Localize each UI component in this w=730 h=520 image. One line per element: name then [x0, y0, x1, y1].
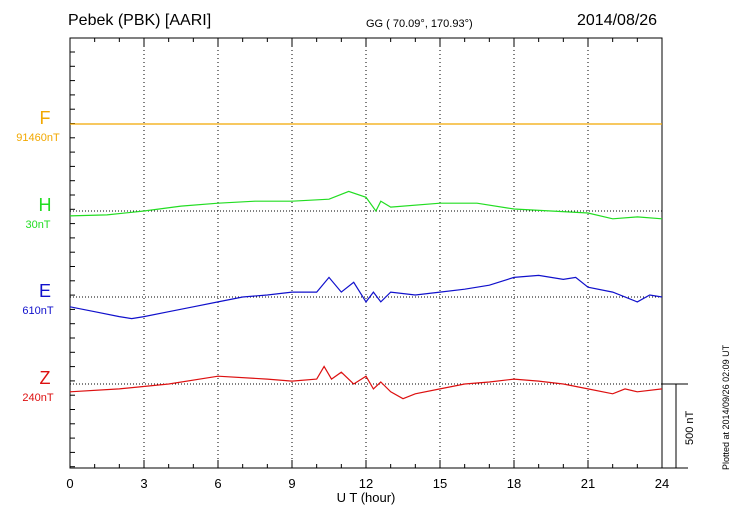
x-axis-label: U T (hour) [337, 490, 396, 505]
plotted-timestamp: Plotted at 2014/09/26 02:09 UT [721, 344, 730, 470]
x-tick-label: 12 [359, 476, 373, 491]
channel-H-name: H [38, 195, 52, 215]
x-tick-label: 3 [140, 476, 147, 491]
station-title: Pebek (PBK) [AARI] [68, 12, 212, 29]
series-line-E [69, 274, 663, 320]
channel-H-baseline: 30nT [25, 219, 51, 231]
x-tick-label: 24 [655, 476, 669, 491]
x-tick-label: 18 [507, 476, 521, 491]
station-coordinates: GG ( 70.09°, 170.93°) [366, 18, 473, 30]
channel-Z-baseline: 240nT [22, 392, 54, 404]
channel-E-baseline: 610nT [22, 305, 54, 317]
channel-F-name: F [39, 108, 51, 128]
x-tick-label: 6 [214, 476, 221, 491]
chart-date: 2014/08/26 [577, 12, 658, 29]
x-tick-label: 9 [288, 476, 295, 491]
series-line-Z [69, 365, 663, 400]
channel-F-baseline: 91460nT [16, 132, 60, 144]
channel-E-name: E [38, 281, 51, 301]
channel-Z-name: Z [39, 368, 51, 388]
series-line-H [69, 190, 663, 220]
x-tick-label: 0 [66, 476, 73, 491]
scale-bar-label: 500 nT [684, 410, 696, 445]
x-tick-label: 21 [581, 476, 595, 491]
x-tick-label: 15 [433, 476, 447, 491]
